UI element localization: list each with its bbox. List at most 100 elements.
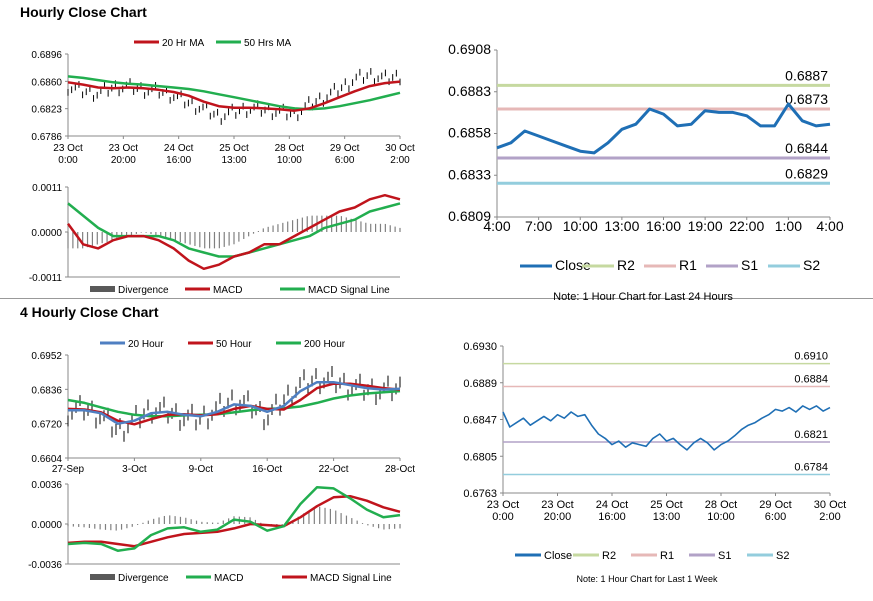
x-tick-label: 2:00 [390, 155, 410, 166]
x-tick-label: 16:00 [598, 511, 626, 523]
x-tick-label: 28-Oct [385, 464, 415, 475]
legend-item: 200 Hour [276, 339, 346, 350]
macd-signal-line [67, 202, 401, 258]
legend-label: 50 Hrs MA [244, 38, 292, 49]
close-line [496, 102, 831, 155]
y-tick-label: 0.6952 [31, 351, 62, 362]
legend-item: Close [515, 550, 572, 562]
legend-label: MACD Signal Line [310, 573, 392, 584]
x-tick-label: 22:00 [729, 218, 764, 234]
x-tick-label: 1:00 [775, 218, 802, 234]
x-tick-label: 3-Oct [122, 464, 147, 475]
legend-label: S1 [741, 257, 758, 273]
x-tick-label: 16-Oct [252, 464, 282, 475]
level-r1-label: 0.6884 [794, 373, 828, 385]
x-tick-label: 23 Oct [487, 499, 519, 511]
legend-label: R2 [617, 257, 635, 273]
x-tick-label: 7:00 [525, 218, 552, 234]
x-tick-label: 24 Oct [164, 143, 194, 154]
legend-item: R2 [573, 550, 616, 562]
level-s1-label: 0.6844 [785, 140, 828, 156]
x-tick-label: 6:00 [335, 155, 355, 166]
ma-200-line [67, 389, 401, 418]
x-tick-label: 13:00 [604, 218, 639, 234]
legend-label: 50 Hour [216, 339, 252, 350]
legend-label: R2 [602, 550, 616, 562]
legend-item: MACD Signal Line [280, 285, 390, 296]
legend-item: MACD [186, 573, 243, 584]
level-s1-label: 0.6821 [794, 429, 828, 441]
legend-label: 20 Hour [128, 339, 164, 350]
x-tick-label: 2:00 [819, 511, 840, 523]
legend-item: 50 Hrs MA [216, 38, 292, 49]
level-r2-label: 0.6910 [794, 351, 828, 363]
y-tick-label: 0.6763 [463, 488, 497, 500]
legend-label: Divergence [118, 573, 169, 584]
legend-item: S2 [747, 550, 789, 562]
x-tick-label: 13:00 [221, 155, 246, 166]
ma-50-line [67, 75, 401, 111]
y-tick-label: 0.6930 [463, 341, 497, 353]
legend-item: Divergence [90, 285, 169, 296]
ma-20-line [68, 380, 401, 425]
x-tick-label: 4:00 [816, 218, 843, 234]
legend-label: MACD [213, 285, 242, 296]
four_hourly_macd-chart: 0.0036 0.0000 -0.0036 [28, 480, 401, 571]
x-tick-label: 10:00 [563, 218, 598, 234]
y-tick-label: 0.6858 [448, 125, 491, 141]
four-hourly-section-title: 4 Hourly Close Chart [20, 304, 159, 320]
y-tick-label: 0.0036 [31, 480, 62, 491]
x-tick-label: 16:00 [166, 155, 191, 166]
y-tick-label: 0.6889 [463, 378, 497, 390]
x-tick-label: 25 Oct [219, 143, 249, 154]
x-tick-label: 30 Oct [385, 143, 415, 154]
x-tick-label: 6:00 [765, 511, 786, 523]
hourly_24h-chart: 0.6908 0.6883 0.6858 0.6833 0.6809 0.6887 0.68… [448, 41, 844, 234]
x-tick-label: 19:00 [688, 218, 723, 234]
x-tick-label: 23 Oct [53, 143, 83, 154]
y-tick-label: 0.6823 [31, 105, 62, 116]
y-tick-label: 0.6908 [448, 41, 491, 57]
hourly-section-title: Hourly Close Chart [20, 4, 147, 20]
y-tick-label: 0.6847 [463, 415, 497, 427]
close-line [502, 405, 831, 451]
y-tick-label: 0.6809 [448, 208, 491, 224]
ma-20-line [67, 80, 401, 112]
x-tick-label: 9-Oct [189, 464, 214, 475]
x-tick-label: 20:00 [111, 155, 136, 166]
x-tick-label: 30 Oct [814, 499, 846, 511]
legend-item: Close [520, 257, 591, 273]
legend-label: S1 [718, 550, 731, 562]
y-tick-label: 0.6860 [31, 77, 62, 88]
legend-item: S1 [689, 550, 731, 562]
x-tick-label: 27-Sep [52, 464, 85, 475]
y-tick-label: 0.6805 [463, 451, 497, 463]
four_hourly_week-chart: 0.6930 0.6889 0.6847 0.6805 0.6763 0.6910 0.68… [463, 341, 846, 523]
hourly-note: Note: 1 Hour Chart for Last 24 Hours [553, 291, 733, 303]
legend-item: S1 [706, 257, 758, 273]
y-tick-label: 0.6883 [448, 83, 491, 99]
x-tick-label: 28 Oct [275, 143, 305, 154]
macd-line [66, 193, 401, 271]
x-tick-label: 23 Oct [541, 499, 573, 511]
y-tick-label: 0.6833 [448, 166, 491, 182]
legend-swatch [90, 286, 115, 292]
x-tick-label: 0:00 [492, 511, 513, 523]
legend-label: Divergence [118, 285, 169, 296]
x-tick-label: 16:00 [646, 218, 681, 234]
legend-item: R2 [582, 257, 635, 273]
x-tick-label: 10:00 [707, 511, 735, 523]
hourly_macd-chart: 0.0011 0.0000 -0.0011 [29, 183, 401, 284]
legend-item: MACD Signal Line [282, 573, 392, 584]
weekly-note: Note: 1 Hour Chart for Last 1 Week [577, 574, 718, 584]
y-tick-label: 0.0000 [31, 228, 62, 239]
y-tick-label: 0.0000 [31, 520, 62, 531]
x-tick-label: 29 Oct [330, 143, 360, 154]
y-tick-label: 0.0011 [32, 183, 62, 194]
x-tick-label: 13:00 [653, 511, 681, 523]
y-tick-label: 0.6720 [31, 420, 62, 431]
legend-label: S2 [803, 257, 820, 273]
x-tick-label: 24 Oct [596, 499, 628, 511]
level-r2-label: 0.6887 [785, 67, 828, 83]
